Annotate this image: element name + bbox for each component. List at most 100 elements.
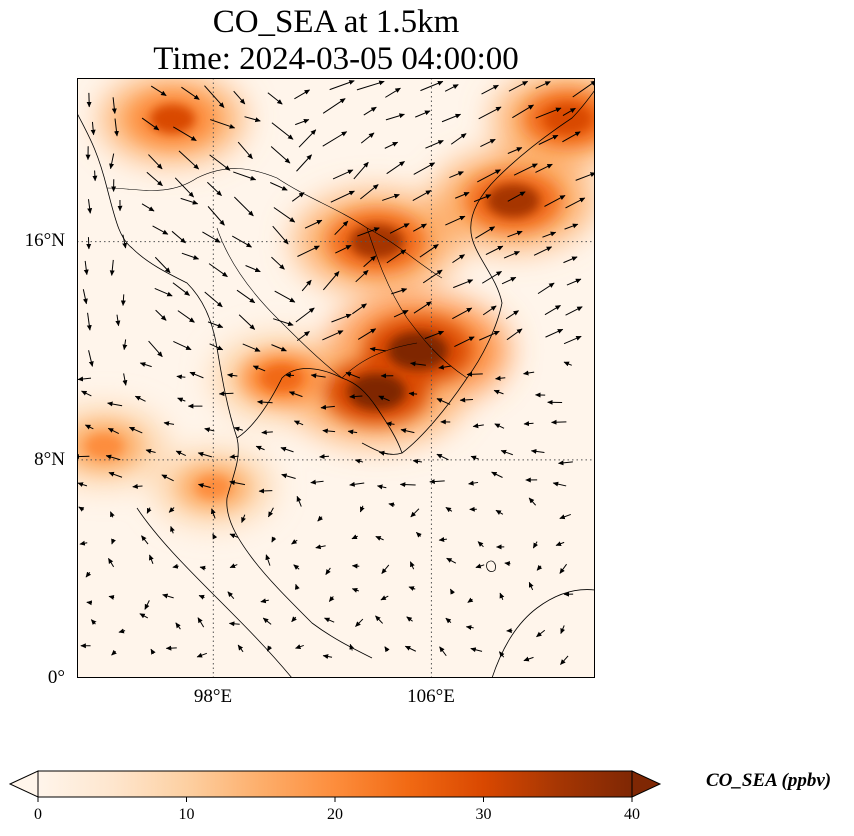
wind-arrow [498,651,505,658]
wind-arrow [413,162,436,175]
wind-arrow [382,193,400,201]
wind-arrow [493,389,504,395]
wind-arrow [468,480,479,486]
wind-arrow [446,557,457,564]
wind-arrow [558,460,573,466]
wind-arrow [523,656,534,662]
wind-arrow [507,147,523,154]
wind-arrow [360,184,379,200]
map-title: CO_SEA at 1.5km [212,4,460,40]
wind-arrow [353,161,369,180]
wind-arrow [412,458,423,464]
wind-arrow [419,244,439,258]
colorbar-tick-20: 20 [327,806,343,823]
wind-arrow [237,644,244,653]
wind-arrow [528,581,534,591]
co-concentration-map[interactable] [77,78,595,678]
wind-arrow [409,561,415,570]
wind-arrow [535,163,553,173]
wind-arrow [393,309,409,318]
wind-arrow [349,643,355,651]
wind-arrow [415,110,431,118]
wind-arrow [467,597,474,603]
wind-arrow [410,361,426,367]
wind-arrow [172,126,197,142]
wind-arrow [108,558,115,568]
wind-arrow [436,398,451,405]
wind-arrow [375,615,384,624]
wind-arrow [331,313,352,323]
co-plume-core [486,183,540,218]
wind-arrow [252,365,266,372]
wind-arrow [351,563,360,569]
wind-arrow [566,278,582,286]
wind-arrow [501,276,517,285]
wind-arrow [345,372,361,379]
wind-arrow [175,622,181,630]
wind-arrow [258,488,273,494]
wind-arrow [315,544,326,550]
wind-arrow [504,561,511,567]
wind-arrow [236,289,256,304]
wind-arrow [472,423,484,429]
wind-arrow [210,508,216,519]
wind-arrow [523,421,534,427]
wind-arrow [145,448,156,454]
wind-arrow [210,119,236,129]
wind-arrow [115,314,121,327]
wind-arrow [301,279,312,292]
wind-arrow [369,346,386,352]
wind-arrow [545,328,564,338]
wind-arrow [244,116,261,123]
wind-arrow [310,479,324,485]
wind-arrow [347,429,358,435]
wind-arrow [207,206,225,226]
wind-arrow [332,169,354,180]
wind-arrow [227,591,235,600]
wind-arrow [176,374,186,380]
wind-arrow [438,364,452,370]
colorbar-tick-30: 30 [475,806,492,823]
wind-arrow [162,593,174,599]
wind-arrow [148,340,163,358]
wind-arrow [575,172,595,181]
wind-arrow [297,245,320,257]
wind-arrow [310,373,326,379]
wind-arrow [408,586,416,591]
wind-arrow [161,474,174,482]
wind-arrow [485,245,504,256]
wind-arrow [523,370,535,376]
wind-arrow [328,596,335,602]
wind-arrow [122,234,128,249]
wind-arrow [562,107,576,117]
wind-arrow [139,613,149,619]
wind-arrow [109,259,115,276]
wind-arrow [386,249,407,264]
co-plume-core [259,363,304,393]
wind-arrow [90,619,97,625]
wind-arrow [262,617,272,625]
wind-arrow [233,171,257,181]
wind-arrow [572,80,595,98]
wind-arrow [141,203,155,212]
wind-arrow [535,107,562,119]
wind-arrow [177,397,186,403]
wind-arrow [425,140,444,149]
wind-arrow [422,269,443,284]
wind-arrow [271,344,287,352]
wind-arrow [204,291,223,308]
wind-arrow [228,621,240,627]
wind-arrow [375,535,384,541]
wind-arrow [86,600,93,606]
map-panel[interactable] [77,78,595,678]
wind-arrow [229,563,238,569]
co-plume-core [387,331,448,370]
wind-arrow [280,446,294,453]
wind-arrow [381,564,390,574]
wind-arrow [202,231,221,243]
wind-arrow [229,454,239,460]
wind-vectors [77,80,595,665]
wind-arrow [563,256,578,264]
wind-arrow [273,207,296,223]
wind-arrow [454,336,475,347]
